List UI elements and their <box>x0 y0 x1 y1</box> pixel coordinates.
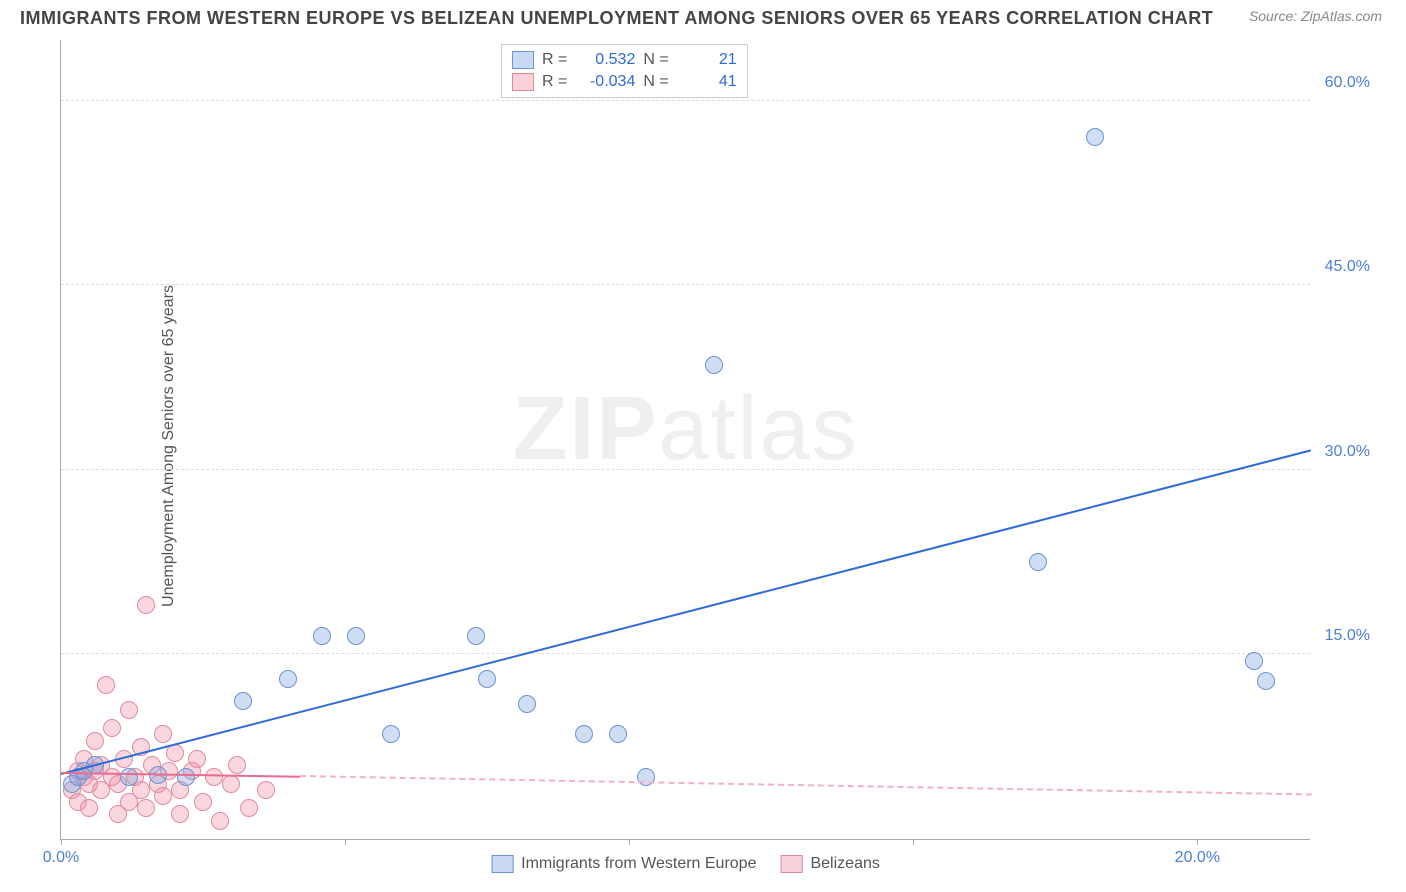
series-label-pink: Belizeans <box>810 855 879 873</box>
series-legend: Immigrants from Western Europe Belizeans <box>491 855 880 873</box>
trend-line <box>300 775 1311 795</box>
swatch-pink-icon <box>780 855 802 873</box>
data-point <box>228 756 246 774</box>
data-point <box>637 768 655 786</box>
data-point <box>705 356 723 374</box>
y-tick-label: 30.0% <box>1325 443 1370 461</box>
data-point <box>137 799 155 817</box>
data-point <box>575 725 593 743</box>
scatter-plot-area: ZIPatlas R = 0.532 N = 21 R = -0.034 N =… <box>60 40 1310 840</box>
watermark-bold: ZIP <box>512 379 658 479</box>
data-point <box>467 627 485 645</box>
data-point <box>609 725 627 743</box>
n-label: N = <box>643 51 668 69</box>
data-point <box>205 768 223 786</box>
y-tick-label: 15.0% <box>1325 627 1370 645</box>
x-tick-mark <box>913 839 914 845</box>
r-value-pink: -0.034 <box>575 73 635 91</box>
data-point <box>97 676 115 694</box>
data-point <box>137 596 155 614</box>
data-point <box>518 695 536 713</box>
x-tick-label: 20.0% <box>1175 849 1220 867</box>
data-point <box>222 775 240 793</box>
data-point <box>478 670 496 688</box>
data-point <box>1029 553 1047 571</box>
legend-row-blue: R = 0.532 N = 21 <box>512 49 737 71</box>
x-tick-mark <box>61 839 62 845</box>
swatch-blue-icon <box>491 855 513 873</box>
watermark: ZIPatlas <box>512 378 858 481</box>
r-value-blue: 0.532 <box>575 51 635 69</box>
y-tick-label: 45.0% <box>1325 258 1370 276</box>
data-point <box>347 627 365 645</box>
n-value-blue: 21 <box>677 51 737 69</box>
data-point <box>194 793 212 811</box>
data-point <box>211 812 229 830</box>
x-tick-label: 0.0% <box>43 849 79 867</box>
trend-line <box>61 449 1311 775</box>
n-label: N = <box>643 73 668 91</box>
x-tick-mark <box>629 839 630 845</box>
data-point <box>1245 652 1263 670</box>
data-point <box>382 725 400 743</box>
r-label: R = <box>542 51 567 69</box>
y-tick-label: 60.0% <box>1325 74 1370 92</box>
gridline <box>61 653 1310 654</box>
chart-title: IMMIGRANTS FROM WESTERN EUROPE VS BELIZE… <box>20 8 1213 29</box>
data-point <box>1086 128 1104 146</box>
correlation-legend: R = 0.532 N = 21 R = -0.034 N = 41 <box>501 44 748 98</box>
legend-row-pink: R = -0.034 N = 41 <box>512 71 737 93</box>
gridline <box>61 284 1310 285</box>
watermark-thin: atlas <box>658 379 858 479</box>
series-label-blue: Immigrants from Western Europe <box>521 855 756 873</box>
x-tick-mark <box>1197 839 1198 845</box>
data-point <box>80 799 98 817</box>
data-point <box>240 799 258 817</box>
data-point <box>177 768 195 786</box>
swatch-blue-icon <box>512 51 534 69</box>
data-point <box>1257 672 1275 690</box>
gridline <box>61 100 1310 101</box>
data-point <box>120 701 138 719</box>
data-point <box>313 627 331 645</box>
data-point <box>86 732 104 750</box>
n-value-pink: 41 <box>677 73 737 91</box>
data-point <box>188 750 206 768</box>
data-point <box>171 805 189 823</box>
swatch-pink-icon <box>512 73 534 91</box>
data-point <box>154 725 172 743</box>
data-point <box>120 768 138 786</box>
data-point <box>279 670 297 688</box>
data-point <box>257 781 275 799</box>
gridline <box>61 469 1310 470</box>
legend-item-blue: Immigrants from Western Europe <box>491 855 756 873</box>
source-label: Source: ZipAtlas.com <box>1249 8 1382 24</box>
data-point <box>234 692 252 710</box>
r-label: R = <box>542 73 567 91</box>
data-point <box>103 719 121 737</box>
x-tick-mark <box>345 839 346 845</box>
legend-item-pink: Belizeans <box>780 855 879 873</box>
data-point <box>154 787 172 805</box>
